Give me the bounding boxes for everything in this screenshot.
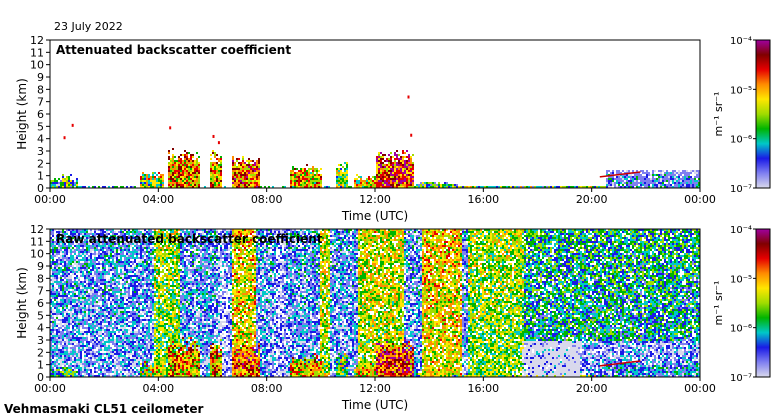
colorbar-tick-label: 10⁻⁴ (730, 36, 752, 47)
date-label: 23 July 2022 (54, 20, 123, 33)
x-axis-label: Time (UTC) (341, 398, 408, 412)
colorbar-tick-label: 10⁻⁶ (730, 324, 752, 335)
panel-title: Raw attenuated backscatter coefficient (56, 232, 323, 246)
cloud-speck (407, 95, 410, 99)
x-tick-label: 16:00 (467, 382, 499, 395)
x-axis-label: Time (UTC) (341, 209, 408, 223)
y-tick-label: 5 (37, 120, 44, 133)
y-tick-label: 3 (37, 145, 44, 158)
x-tick-label: 04:00 (142, 193, 174, 206)
colorbar-tick-label: 10⁻⁶ (730, 135, 752, 146)
colorbar-unit-label: m⁻¹ sr⁻¹ (712, 92, 725, 137)
x-tick-label: 00:00 (684, 193, 716, 206)
cloud-speck (169, 126, 172, 130)
x-tick-label: 20:00 (576, 382, 608, 395)
colorbar-tick-label: 10⁻⁵ (730, 85, 752, 96)
y-tick-label: 6 (37, 297, 44, 310)
colorbar (755, 228, 771, 378)
colorbar-tick-label: 10⁻⁴ (730, 225, 752, 236)
panel-title: Attenuated backscatter coefficient (56, 43, 291, 57)
x-tick-label: 12:00 (359, 382, 391, 395)
y-tick-label: 11 (30, 46, 44, 59)
y-tick-label: 12 (30, 34, 44, 47)
x-tick-label: 00:00 (684, 382, 716, 395)
y-tick-label: 12 (30, 223, 44, 236)
y-axis-label: Height (km) (15, 78, 29, 149)
panel-1: Attenuated backscatter coefficient012345… (15, 34, 771, 223)
cloud-speck (63, 136, 66, 140)
y-tick-label: 8 (37, 272, 44, 285)
cloud-base-trace (599, 171, 641, 178)
y-tick-label: 0 (37, 371, 44, 384)
y-tick-label: 0 (37, 182, 44, 195)
colorbar (755, 39, 771, 189)
y-tick-label: 11 (30, 235, 44, 248)
x-tick-label: 08:00 (251, 193, 283, 206)
x-tick-label: 08:00 (251, 382, 283, 395)
x-tick-label: 00:00 (34, 382, 66, 395)
y-tick-label: 1 (37, 170, 44, 183)
cloud-speck (410, 133, 413, 137)
y-tick-label: 1 (37, 359, 44, 372)
panel-2: Raw attenuated backscatter coefficient01… (15, 223, 771, 412)
cloud-speck (212, 134, 215, 138)
colorbar-unit-label: m⁻¹ sr⁻¹ (712, 281, 725, 326)
x-tick-label: 16:00 (467, 193, 499, 206)
heatmap-cells (50, 40, 700, 188)
y-tick-label: 2 (37, 157, 44, 170)
y-tick-label: 9 (37, 260, 44, 273)
y-tick-label: 10 (30, 248, 44, 261)
y-tick-label: 9 (37, 71, 44, 84)
y-tick-label: 4 (37, 322, 44, 335)
y-tick-label: 8 (37, 83, 44, 96)
colorbar-tick-label: 10⁻⁷ (730, 184, 752, 195)
y-tick-label: 10 (30, 59, 44, 72)
colorbar-tick-label: 10⁻⁷ (730, 373, 752, 384)
cloud-base-trace (599, 360, 641, 367)
cloud-speck (217, 141, 220, 145)
instrument-label: Vehmasmaki CL51 ceilometer (4, 402, 203, 416)
plot-background (50, 40, 700, 188)
y-tick-label: 7 (37, 96, 44, 109)
y-tick-label: 2 (37, 346, 44, 359)
cloud-speck (71, 123, 74, 127)
y-tick-label: 6 (37, 108, 44, 121)
x-tick-label: 04:00 (142, 382, 174, 395)
y-tick-label: 5 (37, 309, 44, 322)
heatmap-cells (50, 229, 700, 377)
y-tick-label: 4 (37, 133, 44, 146)
colorbar-tick-label: 10⁻⁵ (730, 274, 752, 285)
y-tick-label: 7 (37, 285, 44, 298)
x-tick-label: 20:00 (576, 193, 608, 206)
x-tick-label: 00:00 (34, 193, 66, 206)
x-tick-label: 12:00 (359, 193, 391, 206)
y-axis-label: Height (km) (15, 267, 29, 338)
y-tick-label: 3 (37, 334, 44, 347)
